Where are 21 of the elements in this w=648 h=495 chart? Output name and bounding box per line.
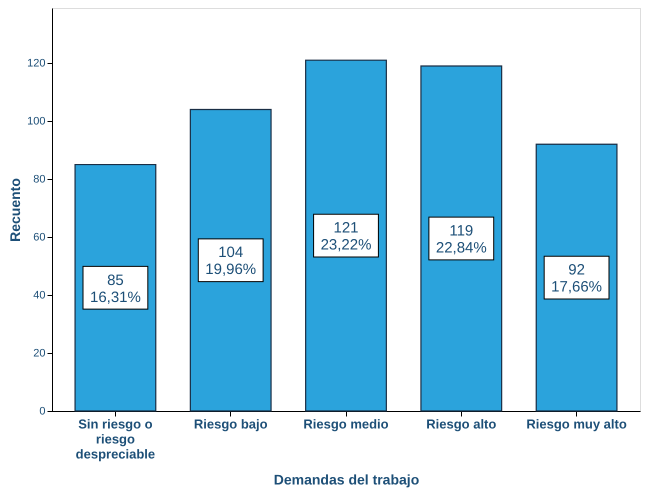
y-tick-label: 80 (33, 174, 46, 186)
x-tick-label: Riesgo alto (426, 416, 496, 432)
x-axis-title: Demandas del trabajo (274, 472, 420, 488)
y-tick-label: 120 (27, 58, 46, 70)
data-label: 92 17,66% (551, 262, 602, 296)
data-label: 104 19,96% (205, 244, 256, 278)
y-axis-title: Recuento (7, 178, 24, 242)
y-tick-label: 40 (33, 290, 46, 302)
data-label: 121 23,22% (320, 220, 372, 254)
x-tick-label: Riesgo medio (303, 416, 389, 432)
x-tick-label: Sin riesgo o riesgo despreciable (76, 416, 156, 462)
y-tick-label: 20 (33, 348, 46, 360)
data-label: 119 22,84% (436, 222, 487, 256)
y-tick-label: 0 (39, 406, 46, 418)
y-tick-label: 60 (33, 232, 46, 244)
x-tick-label: Riesgo muy alto (526, 416, 627, 432)
data-label: 85 16,31% (90, 272, 141, 306)
y-tick-label: 100 (27, 116, 46, 128)
bar (420, 65, 502, 412)
x-tick-label: Riesgo bajo (194, 416, 268, 432)
bar (305, 60, 387, 412)
